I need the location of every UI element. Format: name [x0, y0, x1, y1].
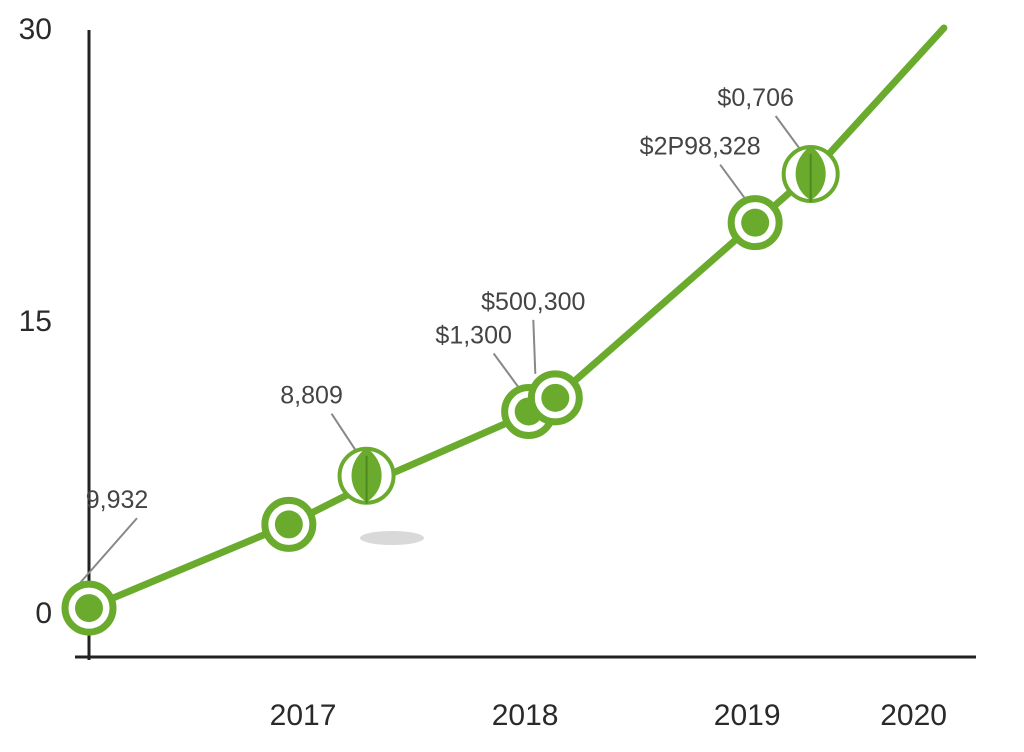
label-leader-line [330, 413, 358, 453]
x-tick-label: 2020 [880, 699, 947, 732]
leaf-icon [781, 145, 840, 203]
data-point-center [75, 594, 103, 623]
x-tick-label: 2019 [714, 699, 781, 732]
leaf-icon [337, 446, 396, 505]
y-tick-label: 15 [19, 305, 52, 338]
x-tick-label: 2018 [492, 699, 559, 732]
data-label: 9,932 [86, 486, 149, 514]
label-leader-line [492, 352, 520, 389]
data-label: 8,809 [280, 382, 343, 410]
label-leader-line [78, 517, 138, 585]
shadow-smudge [360, 531, 424, 545]
label-leader-line [719, 164, 746, 200]
label-leader-line [774, 115, 802, 151]
data-label: $0,706 [717, 84, 793, 112]
label-leader-line [532, 319, 537, 374]
data-label: $1,300 [435, 321, 511, 349]
data-point-center [541, 383, 570, 412]
data-point-center [741, 208, 770, 237]
x-tick-label: 2017 [270, 699, 337, 732]
data-label: $2P98,328 [640, 133, 761, 161]
data-point-center [274, 510, 303, 539]
series-line-0 [85, 24, 948, 612]
data-label: $500,300 [481, 288, 585, 316]
y-tick-label: 0 [35, 597, 52, 630]
y-tick-label: 30 [19, 13, 52, 46]
